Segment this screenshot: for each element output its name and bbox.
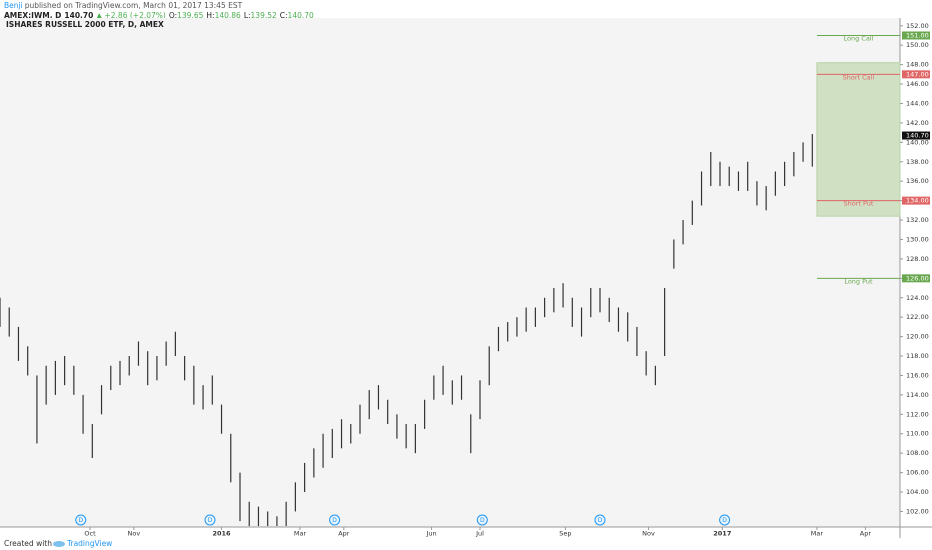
author[interactable]: Benji xyxy=(4,1,23,10)
chart-title: ISHARES RUSSELL 2000 ETF, D, AMEX xyxy=(6,20,164,29)
dividend-label[interactable]: D xyxy=(480,517,485,524)
price-badge-label: 151.00 xyxy=(906,31,929,39)
level-name: Long Call xyxy=(843,34,873,42)
dividend-label[interactable]: D xyxy=(598,517,603,524)
x-tick-label: Mar xyxy=(811,530,824,538)
price-badge xyxy=(902,274,930,283)
dividend-marker xyxy=(204,514,216,526)
y-tick-label: 132.00 xyxy=(906,216,929,224)
option-zone xyxy=(816,62,901,217)
ohlc-value: 140.70 xyxy=(287,11,314,20)
y-tick-label: 136.00 xyxy=(906,177,929,185)
y-tick-label: 144.00 xyxy=(906,99,929,107)
ohlc-value: 140.86 xyxy=(214,11,241,20)
level-name: Short Call xyxy=(843,73,875,81)
y-tick-label: 140.00 xyxy=(906,138,929,146)
ohlc-value: 139.52 xyxy=(250,11,277,20)
y-tick-label: 106.00 xyxy=(906,469,929,477)
price-badge-label: 147.00 xyxy=(906,70,929,78)
y-tick-label: 128.00 xyxy=(906,255,929,263)
footer-created: Created with xyxy=(4,539,52,548)
x-tick-label: Sep xyxy=(559,530,571,538)
y-tick-label: 142.00 xyxy=(906,119,929,127)
y-tick-label: 152.00 xyxy=(906,22,929,30)
price-badge xyxy=(902,196,930,205)
published: published on TradingView.com, March 01, … xyxy=(24,1,243,10)
x-tick-label: Jul xyxy=(475,530,484,538)
price-badge-label: 134.00 xyxy=(906,197,929,205)
footer-brand[interactable]: TradingView xyxy=(66,539,112,548)
y-tick-label: 150.00 xyxy=(906,41,929,49)
price-badge xyxy=(902,70,930,79)
x-tick-label: Apr xyxy=(338,530,350,538)
y-tick-label: 112.00 xyxy=(906,410,929,418)
x-tick-label: 2016 xyxy=(212,530,231,538)
dividend-marker xyxy=(329,514,341,526)
publish-line: Benji published on TradingView.com, March… xyxy=(4,1,245,10)
y-tick-label: 118.00 xyxy=(906,352,929,360)
y-tick-label: 148.00 xyxy=(906,61,929,69)
dividend-marker xyxy=(719,514,731,526)
dividend-label[interactable]: D xyxy=(208,517,213,524)
x-tick-label: Mar xyxy=(294,530,307,538)
x-tick-label: Nov xyxy=(128,530,141,538)
dividend-marker xyxy=(476,514,488,526)
x-tick-label: Jun xyxy=(425,530,436,538)
dividend-marker xyxy=(75,514,87,526)
y-tick-label: 108.00 xyxy=(906,449,929,457)
dividend-label[interactable]: D xyxy=(722,517,727,524)
y-tick-label: 114.00 xyxy=(906,391,929,399)
x-tick-label: 2017 xyxy=(713,530,731,538)
y-tick-label: 124.00 xyxy=(906,294,929,302)
y-tick-label: 116.00 xyxy=(906,371,929,379)
x-tick-label: Nov xyxy=(642,530,655,538)
level-name: Long Put xyxy=(844,277,873,285)
last-price-badge xyxy=(902,131,930,140)
ohlc-key: C: xyxy=(279,11,288,20)
x-tick-label: Apr xyxy=(860,530,872,538)
ohlc-value: 139.65 xyxy=(177,11,204,20)
x-tick-label: Oct xyxy=(84,530,96,538)
change: ▲ +2.86 (+2.07%) xyxy=(96,11,166,20)
level-name: Short Put xyxy=(843,200,873,208)
ohlc-key: O: xyxy=(168,11,178,20)
dividend-marker xyxy=(594,514,606,526)
y-tick-label: 104.00 xyxy=(906,488,929,496)
last-price-label: 140.70 xyxy=(906,132,929,140)
symbol: AMEX:IWM, D xyxy=(4,11,62,20)
y-tick-label: 146.00 xyxy=(906,80,929,88)
brand-logo xyxy=(53,541,65,547)
dividend-label[interactable]: D xyxy=(332,517,337,524)
y-tick-label: 120.00 xyxy=(906,333,929,341)
ohlc-key: L: xyxy=(243,11,251,20)
dividend-label[interactable]: D xyxy=(78,517,83,524)
price-badge-label: 126.00 xyxy=(906,274,929,282)
last: 140.70 xyxy=(64,11,94,20)
ohlc: O:139.65 H:140.86 L:139.52 C:140.70 xyxy=(169,11,317,20)
y-tick-label: 138.00 xyxy=(906,158,929,166)
symbol-line: AMEX:IWM, D 140.70 ▲ +2.86 (+2.07%) O:139.6… xyxy=(4,11,320,20)
y-tick-label: 122.00 xyxy=(906,313,929,321)
y-tick-label: 130.00 xyxy=(906,235,929,243)
y-tick-label: 110.00 xyxy=(906,430,929,438)
y-tick-label: 102.00 xyxy=(906,507,929,515)
price-badge xyxy=(902,31,930,40)
plot-background xyxy=(0,18,900,527)
ohlc-key: H: xyxy=(206,11,215,20)
